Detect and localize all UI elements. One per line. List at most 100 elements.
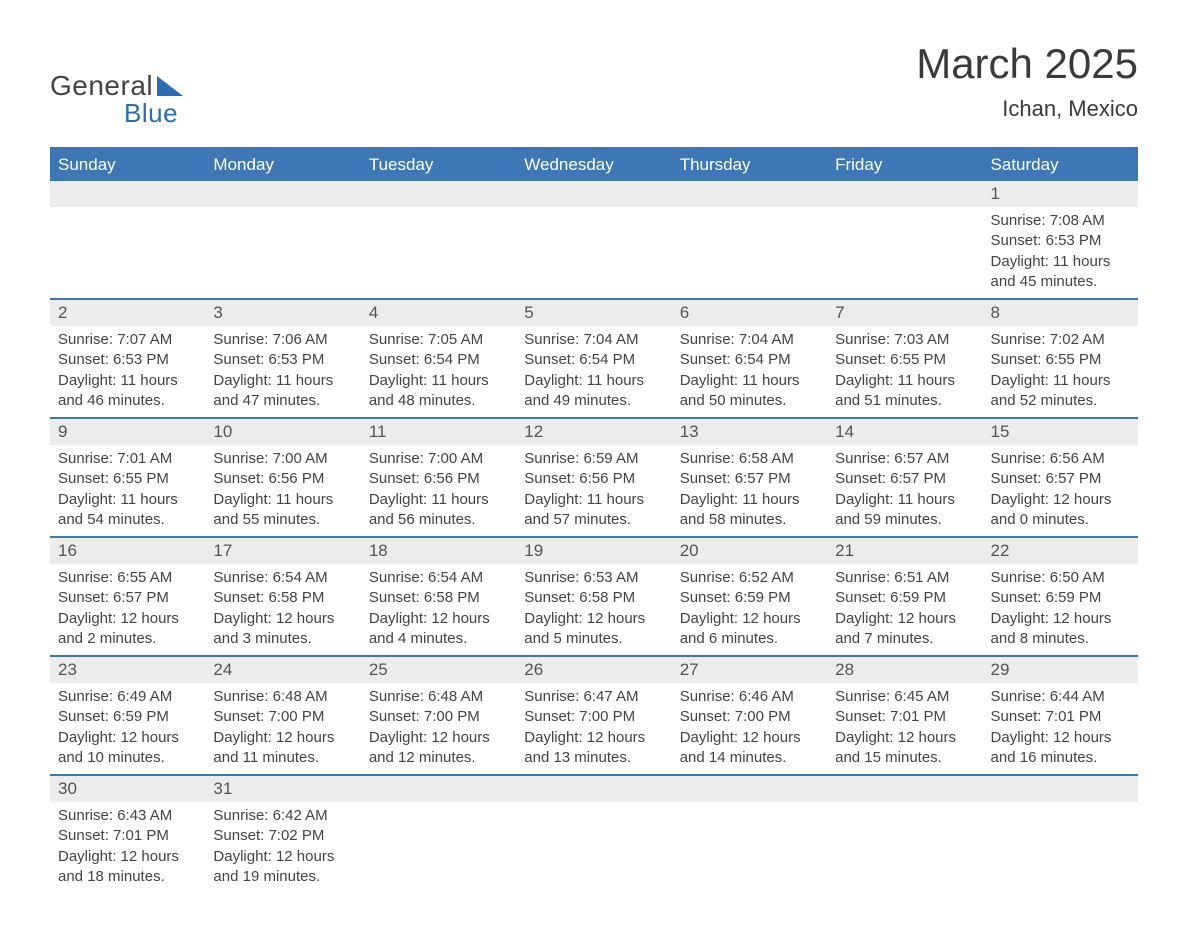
day-sunset-text: Sunset: 6:53 PM <box>213 350 352 370</box>
day-d2-text: and 19 minutes. <box>213 867 352 887</box>
day-body-cell: Sunrise: 6:49 AMSunset: 6:59 PMDaylight:… <box>50 683 205 775</box>
day-number-cell: 26 <box>516 656 671 683</box>
day-d2-text: and 45 minutes. <box>991 272 1130 292</box>
day-sunrise-text: Sunrise: 7:04 AM <box>680 330 819 350</box>
day-sunset-text: Sunset: 6:56 PM <box>213 469 352 489</box>
day-d1-text: Daylight: 11 hours <box>58 371 197 391</box>
day-number-cell: 3 <box>205 299 360 326</box>
day-body-cell: Sunrise: 7:06 AMSunset: 6:53 PMDaylight:… <box>205 326 360 418</box>
day-d1-text: Daylight: 11 hours <box>524 490 663 510</box>
day-sunset-text: Sunset: 6:57 PM <box>835 469 974 489</box>
day-sunrise-text: Sunrise: 6:50 AM <box>991 568 1130 588</box>
day-body-cell: Sunrise: 6:48 AMSunset: 7:00 PMDaylight:… <box>361 683 516 775</box>
day-d1-text: Daylight: 12 hours <box>991 728 1130 748</box>
day-number-row: 1 <box>50 181 1138 207</box>
day-d2-text: and 8 minutes. <box>991 629 1130 649</box>
day-d2-text: and 6 minutes. <box>680 629 819 649</box>
day-body-cell <box>516 802 671 893</box>
day-sunset-text: Sunset: 7:00 PM <box>524 707 663 727</box>
day-sunset-text: Sunset: 6:57 PM <box>991 469 1130 489</box>
day-number-row: 3031 <box>50 775 1138 802</box>
day-sunrise-text: Sunrise: 6:54 AM <box>213 568 352 588</box>
day-d2-text: and 54 minutes. <box>58 510 197 530</box>
day-d2-text: and 15 minutes. <box>835 748 974 768</box>
day-sunset-text: Sunset: 6:55 PM <box>835 350 974 370</box>
day-body-cell: Sunrise: 7:00 AMSunset: 6:56 PMDaylight:… <box>205 445 360 537</box>
weekday-header: Tuesday <box>361 148 516 181</box>
day-sunrise-text: Sunrise: 6:52 AM <box>680 568 819 588</box>
day-sunrise-text: Sunrise: 6:42 AM <box>213 806 352 826</box>
day-body-cell: Sunrise: 6:56 AMSunset: 6:57 PMDaylight:… <box>983 445 1138 537</box>
day-sunset-text: Sunset: 7:01 PM <box>835 707 974 727</box>
day-sunrise-text: Sunrise: 7:05 AM <box>369 330 508 350</box>
day-d1-text: Daylight: 12 hours <box>524 609 663 629</box>
day-body-cell: Sunrise: 6:54 AMSunset: 6:58 PMDaylight:… <box>205 564 360 656</box>
day-body-row: Sunrise: 6:43 AMSunset: 7:01 PMDaylight:… <box>50 802 1138 893</box>
day-d2-text: and 13 minutes. <box>524 748 663 768</box>
day-d1-text: Daylight: 12 hours <box>680 609 819 629</box>
day-d1-text: Daylight: 11 hours <box>991 371 1130 391</box>
day-d1-text: Daylight: 11 hours <box>680 371 819 391</box>
day-sunset-text: Sunset: 6:59 PM <box>58 707 197 727</box>
day-body-cell: Sunrise: 7:00 AMSunset: 6:56 PMDaylight:… <box>361 445 516 537</box>
day-number-cell: 8 <box>983 299 1138 326</box>
day-sunrise-text: Sunrise: 7:08 AM <box>991 211 1130 231</box>
day-sunset-text: Sunset: 7:01 PM <box>991 707 1130 727</box>
day-number-cell: 4 <box>361 299 516 326</box>
day-d1-text: Daylight: 11 hours <box>991 252 1130 272</box>
day-d1-text: Daylight: 12 hours <box>680 728 819 748</box>
day-d2-text: and 7 minutes. <box>835 629 974 649</box>
day-sunrise-text: Sunrise: 7:00 AM <box>213 449 352 469</box>
month-title: March 2025 <box>916 40 1138 88</box>
day-sunrise-text: Sunrise: 7:00 AM <box>369 449 508 469</box>
day-body-cell <box>983 802 1138 893</box>
day-number-cell: 27 <box>672 656 827 683</box>
day-d1-text: Daylight: 12 hours <box>835 728 974 748</box>
day-d1-text: Daylight: 11 hours <box>213 490 352 510</box>
day-body-row: Sunrise: 7:07 AMSunset: 6:53 PMDaylight:… <box>50 326 1138 418</box>
day-body-cell <box>672 207 827 299</box>
day-d2-text: and 59 minutes. <box>835 510 974 530</box>
day-d1-text: Daylight: 11 hours <box>369 490 508 510</box>
day-number-cell <box>361 775 516 802</box>
day-d1-text: Daylight: 12 hours <box>369 609 508 629</box>
day-number-cell: 17 <box>205 537 360 564</box>
day-body-row: Sunrise: 7:08 AMSunset: 6:53 PMDaylight:… <box>50 207 1138 299</box>
day-sunset-text: Sunset: 6:57 PM <box>58 588 197 608</box>
day-body-cell <box>672 802 827 893</box>
day-d2-text: and 50 minutes. <box>680 391 819 411</box>
day-body-cell <box>361 207 516 299</box>
day-number-cell <box>516 775 671 802</box>
day-number-cell: 31 <box>205 775 360 802</box>
location-label: Ichan, Mexico <box>916 96 1138 122</box>
day-number-cell <box>361 181 516 207</box>
day-body-cell: Sunrise: 6:42 AMSunset: 7:02 PMDaylight:… <box>205 802 360 893</box>
day-sunset-text: Sunset: 6:54 PM <box>680 350 819 370</box>
day-number-cell <box>827 181 982 207</box>
day-d2-text: and 48 minutes. <box>369 391 508 411</box>
day-d2-text: and 58 minutes. <box>680 510 819 530</box>
day-sunrise-text: Sunrise: 6:55 AM <box>58 568 197 588</box>
day-number-row: 23242526272829 <box>50 656 1138 683</box>
day-d2-text: and 56 minutes. <box>369 510 508 530</box>
day-body-cell: Sunrise: 6:57 AMSunset: 6:57 PMDaylight:… <box>827 445 982 537</box>
day-number-cell <box>516 181 671 207</box>
weekday-header: Thursday <box>672 148 827 181</box>
weekday-header: Saturday <box>983 148 1138 181</box>
day-number-row: 9101112131415 <box>50 418 1138 445</box>
day-number-cell: 21 <box>827 537 982 564</box>
day-sunset-text: Sunset: 7:01 PM <box>58 826 197 846</box>
day-d1-text: Daylight: 12 hours <box>58 728 197 748</box>
day-sunrise-text: Sunrise: 6:54 AM <box>369 568 508 588</box>
calendar-table: Sunday Monday Tuesday Wednesday Thursday… <box>50 147 1138 893</box>
day-sunset-text: Sunset: 6:55 PM <box>58 469 197 489</box>
day-body-cell: Sunrise: 7:03 AMSunset: 6:55 PMDaylight:… <box>827 326 982 418</box>
title-block: March 2025 Ichan, Mexico <box>916 40 1138 122</box>
weekday-header-row: Sunday Monday Tuesday Wednesday Thursday… <box>50 148 1138 181</box>
page-header: General Blue March 2025 Ichan, Mexico <box>50 40 1138 129</box>
day-sunrise-text: Sunrise: 6:47 AM <box>524 687 663 707</box>
day-sunrise-text: Sunrise: 6:58 AM <box>680 449 819 469</box>
day-number-cell: 30 <box>50 775 205 802</box>
day-d2-text: and 52 minutes. <box>991 391 1130 411</box>
day-number-cell: 19 <box>516 537 671 564</box>
